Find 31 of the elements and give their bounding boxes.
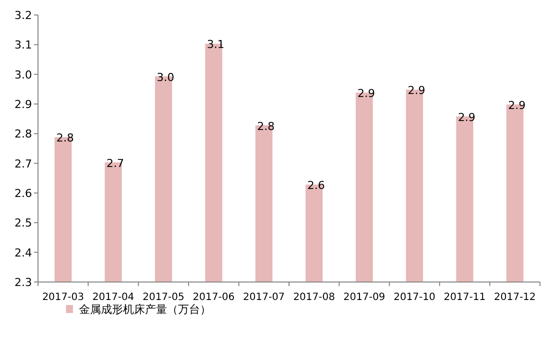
y-tick-label: 2.3 [14, 276, 32, 289]
data-label: 2.6 [307, 179, 325, 192]
x-tick-label: 2017-07 [243, 292, 285, 303]
data-label: 2.9 [508, 99, 526, 112]
data-label: 3.1 [206, 38, 224, 52]
data-label: 2.7 [106, 156, 124, 170]
x-tick-label: 2017-12 [494, 292, 536, 303]
y-tick-label: 2.8 [14, 128, 32, 141]
y-tick-label: 2.6 [14, 187, 32, 200]
x-tick-label: 2017-11 [444, 292, 486, 303]
x-tick-label: 2017-10 [394, 292, 436, 303]
data-label: 2.9 [358, 87, 376, 100]
y-tick-label: 3.2 [14, 9, 32, 22]
data-label: 3.0 [156, 70, 174, 84]
x-tick-label: 2017-03 [42, 292, 84, 303]
y-tick-label: 3.1 [14, 38, 32, 52]
x-tick-label: 2017-06 [192, 292, 235, 303]
y-tick-label: 2.7 [14, 157, 32, 170]
data-label: 2.9 [458, 110, 476, 124]
y-tick-label: 2.5 [14, 216, 32, 230]
x-tick-label: 2017-08 [293, 292, 335, 303]
data-label: 2.9 [408, 84, 426, 98]
legend-label: 金属成形机床产量（万台） [79, 303, 211, 316]
x-tick-label: 2017-09 [343, 292, 386, 303]
y-tick-label: 2.9 [14, 98, 32, 111]
y-tick-label: 2.4 [14, 246, 32, 260]
data-label: 2.8 [56, 132, 74, 145]
data-label: 2.8 [257, 120, 275, 133]
y-tick-label: 3.0 [14, 68, 32, 82]
x-tick-label: 2017-04 [92, 292, 134, 303]
x-tick-label: 2017-05 [142, 292, 184, 303]
